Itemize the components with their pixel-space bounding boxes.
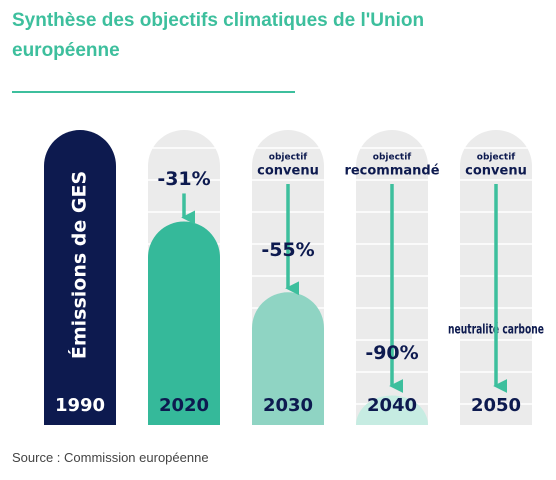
target-text: recommandé (344, 164, 439, 179)
bar (252, 292, 324, 425)
value-label: -90% (365, 342, 418, 364)
target-text: convenu (257, 164, 319, 179)
bar-label: Émissions de GES (68, 171, 91, 359)
title-rule (12, 91, 295, 93)
chart-title: Synthèse des objectifs climatiques de l'… (12, 10, 425, 61)
bar (44, 130, 116, 425)
bar (356, 395, 428, 425)
target-heading: objectif (477, 153, 516, 163)
target-heading: objectif (373, 153, 412, 163)
target-text: convenu (465, 164, 527, 179)
target-heading: objectif (269, 153, 308, 163)
x-tick-label: 2020 (159, 395, 209, 416)
value-label: -31% (157, 168, 210, 190)
x-tick-label: 2030 (263, 395, 313, 416)
source: Source : Commission européenne (12, 450, 209, 465)
chart: 1990-31%2020objectifconvenu-55%2030objec… (44, 130, 545, 425)
bar (148, 221, 220, 425)
x-tick-label: 2050 (471, 395, 521, 416)
x-tick-label: 1990 (55, 395, 105, 416)
value-label: -55% (261, 239, 314, 261)
x-tick-label: 2040 (367, 395, 417, 416)
